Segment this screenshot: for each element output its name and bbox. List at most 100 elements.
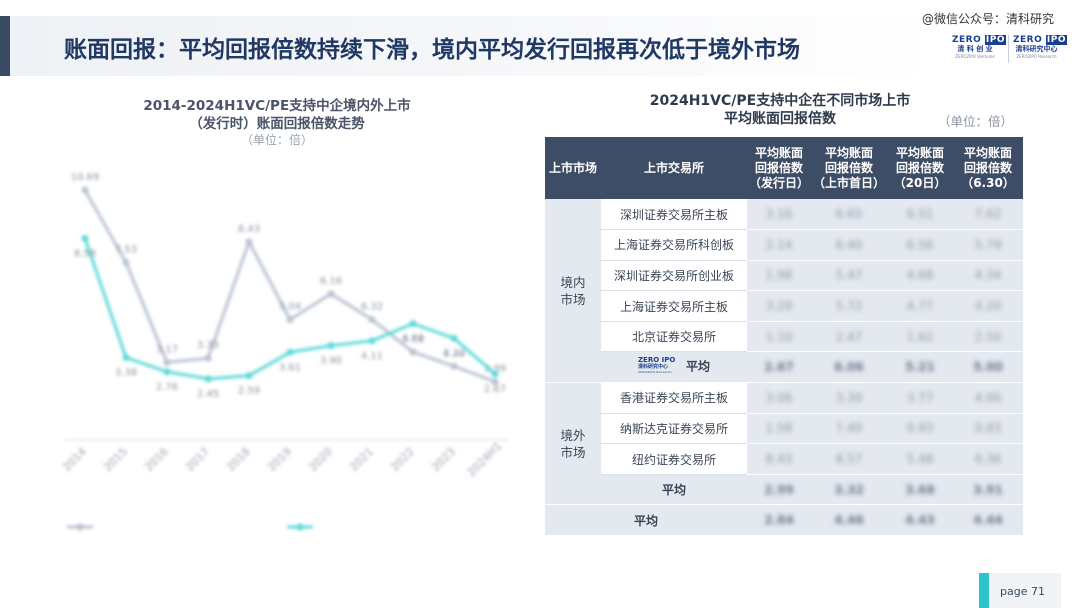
table-unit-label: （单位：倍） xyxy=(938,114,1014,129)
exchange-name-cell: 深圳证券交易所创业板 xyxy=(601,260,747,292)
value-cell: 6.56 xyxy=(887,229,953,261)
value-cell: 2.50 xyxy=(953,321,1023,353)
avg-value-cell: 2.67 xyxy=(747,351,811,384)
x-tick-label: 2014 xyxy=(60,445,89,474)
page-title: 账面回报：平均回报倍数持续下滑，境内平均发行回报再次低于境外市场 xyxy=(64,37,800,63)
value-cell: 7.62 xyxy=(953,199,1023,231)
data-label: 3.30 xyxy=(443,348,465,359)
x-tick-label: 2020 xyxy=(306,445,335,474)
data-label: 3.90 xyxy=(320,356,342,367)
value-cell: 5.48 xyxy=(887,443,953,475)
data-label: 3.17 xyxy=(156,344,178,355)
chart-title-line2: （发行时）账面回报倍数走势 xyxy=(189,116,365,132)
value-cell: 3.06 xyxy=(747,382,811,414)
data-label: 2.99 xyxy=(484,364,506,375)
series-2-point xyxy=(409,320,417,328)
series-1-point xyxy=(368,316,376,323)
value-cell: 5.72 xyxy=(811,290,887,322)
table-header-cell: 上市市场 xyxy=(545,137,601,199)
value-cell: 1.10 xyxy=(747,321,811,353)
series-1-point xyxy=(245,238,253,246)
data-label: 3.62 xyxy=(402,334,424,345)
series-2-point xyxy=(163,368,171,376)
table-row: 境外 市场 香港证券交易所主板 3.06 3.39 3.77 4.00 xyxy=(545,382,1023,506)
table-header-cell: 平均账面 回报倍数 （上市首日） xyxy=(811,137,887,199)
data-label: 4.11 xyxy=(361,351,383,362)
value-cell: 3.77 xyxy=(887,382,953,414)
title-accent-bar xyxy=(0,16,10,76)
series-1-point xyxy=(81,186,89,194)
series-1-point xyxy=(491,378,499,386)
line-chart: 10.69 7.53 3.17 3.35 8.43 5.04 6.16 6.32 3.62 3.3… xyxy=(55,150,515,545)
value-cell: 1.58 xyxy=(747,413,811,445)
value-cell: 6.36 xyxy=(953,443,1023,475)
series-2-point xyxy=(368,337,376,345)
series-2-point xyxy=(491,370,499,378)
zero2ipo-logo-small: ZERO IPO 清科研究中心 ZERO2IPO Research xyxy=(637,356,676,375)
avg-value-cell: 2.99 xyxy=(747,474,811,506)
x-tick-label: 2015 xyxy=(101,445,130,474)
exchange-name-cell: 深圳证券交易所主板 xyxy=(601,199,747,231)
table-header-cell: 上市交易所 xyxy=(601,137,747,199)
table-row: 上海证券交易所主板 3.29 5.72 4.77 4.20 xyxy=(545,290,1023,322)
value-cell: 8.43 xyxy=(747,443,811,475)
data-label: 10.69 xyxy=(71,172,100,183)
table-row: 上海证券交易所科创板 2.14 6.40 6.56 5.79 xyxy=(545,229,1023,261)
avg-label-cell: 平均 xyxy=(601,474,747,506)
x-tick-label: 2018 xyxy=(224,445,253,474)
series-1-point xyxy=(204,354,212,362)
zero2ipo-research-logo: ZERO IPO 清科研究中心 ZERO2IPO Research xyxy=(1008,35,1068,63)
grand-avg-value-cell: 4.46 xyxy=(811,504,887,537)
series-2-point xyxy=(327,342,335,350)
series-2-point xyxy=(245,372,253,380)
value-cell: 5.79 xyxy=(953,229,1023,261)
table-avg-row: ZERO IPO 清科研究中心 ZERO2IPO Research 平均 2.67 6.0… xyxy=(545,351,1023,384)
data-label: 5.04 xyxy=(279,302,301,313)
value-cell: 6.51 xyxy=(887,199,953,231)
table-grand-avg-row: 平均 2.84 4.46 4.43 4.44 xyxy=(545,504,1023,537)
series-2-point xyxy=(122,354,130,362)
watermark: @微信公众号：清科研究 xyxy=(922,12,1055,26)
series-1-point xyxy=(163,358,171,366)
avg-value-cell: 3.91 xyxy=(953,474,1023,506)
table-title-line1: 2024H1VC/PE支持中企在不同市场上市 xyxy=(649,93,911,109)
x-tick-label: 2017 xyxy=(183,445,212,474)
value-cell: 6.40 xyxy=(811,229,887,261)
page-number: page 71 xyxy=(1000,585,1045,598)
value-cell: 4.00 xyxy=(953,382,1023,414)
value-cell: 4.34 xyxy=(953,260,1023,292)
value-cell: 3.39 xyxy=(811,382,887,414)
x-tick-label: 2021 xyxy=(347,445,376,474)
table-row: 北京证券交易所 1.10 2.47 1.62 2.50 xyxy=(545,321,1023,353)
avg-label-cell: ZERO IPO 清科研究中心 ZERO2IPO Research 平均 xyxy=(601,351,747,384)
table-row: 纽约证券交易所 8.43 8.57 5.48 6.36 xyxy=(545,443,1023,475)
table-avg-row: 平均 2.99 3.32 3.68 3.91 xyxy=(545,474,1023,506)
exchange-name-cell: 上海证券交易所科创板 xyxy=(601,229,747,261)
title-banner xyxy=(10,16,940,76)
series-1-point xyxy=(286,316,294,323)
exchange-name-cell: 北京证券交易所 xyxy=(601,321,747,353)
region-cell: 境内 市场 xyxy=(545,199,601,384)
series-2-point xyxy=(81,234,89,242)
series-1-point xyxy=(327,290,335,298)
avg-value-cell: 5.00 xyxy=(953,351,1023,384)
page-number-box xyxy=(989,573,1061,608)
table-header-row: 上市市场 上市交易所 平均账面 回报倍数 （发行日） 平均账面 回报倍数 （上市首日） 平均账面… xyxy=(545,137,1023,199)
value-cell: 2.14 xyxy=(747,229,811,261)
series-2-point xyxy=(204,375,212,383)
value-cell: 7.40 xyxy=(811,413,887,445)
data-label: 2.76 xyxy=(156,382,178,393)
table-header-cell: 平均账面 回报倍数 （发行日） xyxy=(747,137,811,199)
avg-value-cell: 5.21 xyxy=(887,351,953,384)
exchange-name-cell: 上海证券交易所主板 xyxy=(601,290,747,322)
region-cell: 境外 市场 xyxy=(545,382,601,506)
chart-title-line1: 2014-2024H1VC/PE支持中企境内外上市 xyxy=(143,98,411,114)
x-tick-label: 2024H1 xyxy=(465,440,505,480)
value-cell: 0.83 xyxy=(953,413,1023,445)
grand-avg-value-cell: 4.43 xyxy=(887,504,953,537)
data-label: 6.32 xyxy=(361,302,383,313)
x-tick-label: 2023 xyxy=(429,445,458,474)
series-1-point xyxy=(450,362,458,370)
value-cell: 5.47 xyxy=(811,260,887,292)
x-tick-label: 2022 xyxy=(388,445,417,474)
